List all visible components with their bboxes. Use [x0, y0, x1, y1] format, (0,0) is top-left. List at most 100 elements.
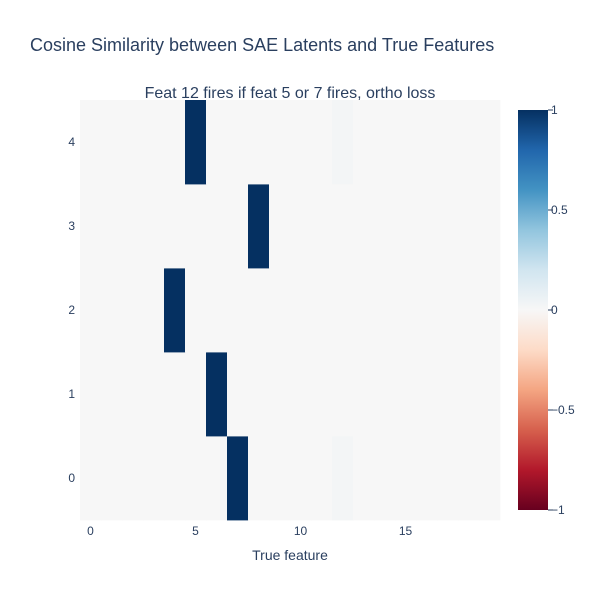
heatmap-cell: [248, 352, 270, 437]
heatmap-cell: [143, 436, 165, 521]
heatmap-cell: [164, 100, 186, 185]
heatmap-cell: [332, 436, 354, 521]
heatmap-cell: [80, 268, 102, 353]
heatmap-cell: [395, 100, 417, 185]
heatmap-cell: [164, 268, 186, 353]
x-axis-label: True feature: [252, 547, 328, 563]
heatmap-cell: [206, 436, 228, 521]
heatmap-cell: [101, 184, 123, 269]
y-axis-ticks: 0 1 2 3 4: [68, 135, 75, 485]
heatmap-cell: [395, 268, 417, 353]
heatmap-cell: [101, 268, 123, 353]
heatmap-cell: [185, 184, 207, 269]
heatmap-cell: [269, 268, 291, 353]
heatmap-cell: [332, 268, 354, 353]
heatmap-cell: [185, 100, 207, 185]
heatmap-cell: [374, 436, 396, 521]
heatmap-cell: [416, 436, 438, 521]
heatmap-cell: [164, 352, 186, 437]
heatmap-cell: [206, 268, 228, 353]
heatmap-cell: [416, 100, 438, 185]
heatmap-cell: [353, 436, 375, 521]
heatmap-cell: [248, 100, 270, 185]
heatmap-cell: [395, 436, 417, 521]
y-tick-label: 4: [68, 135, 75, 149]
heatmap-cell: [101, 100, 123, 185]
heatmap-cell: [437, 352, 459, 437]
chart-title: Cosine Similarity between SAE Latents an…: [30, 35, 494, 55]
heatmap-cell: [143, 184, 165, 269]
y-tick-label: 2: [68, 303, 75, 317]
heatmap-cell: [143, 352, 165, 437]
heatmap-cell: [80, 184, 102, 269]
heatmap-cell: [122, 268, 144, 353]
heatmap-cell: [80, 352, 102, 437]
heatmap-cell: [227, 352, 249, 437]
heatmap-cell: [437, 268, 459, 353]
heatmap-cell: [80, 100, 102, 185]
heatmap-cell: [353, 100, 375, 185]
colorbar-tick-label: −0.5: [551, 403, 575, 417]
colorbar-gradient: [518, 110, 548, 510]
x-tick-label: 0: [87, 524, 94, 538]
heatmap-cell: [290, 352, 312, 437]
heatmap-cell: [479, 100, 501, 185]
heatmap-cell: [479, 268, 501, 353]
heatmap-cell: [458, 100, 480, 185]
heatmap-cell: [227, 184, 249, 269]
heatmap-cell: [206, 100, 228, 185]
heatmap-cell: [164, 184, 186, 269]
heatmap-cell: [269, 436, 291, 521]
heatmap-cell: [143, 268, 165, 353]
heatmap-cell: [269, 352, 291, 437]
heatmap-cell: [122, 184, 144, 269]
heatmap-cell: [101, 352, 123, 437]
heatmap-cell: [416, 184, 438, 269]
heatmap-cell: [374, 100, 396, 185]
heatmap-cell: [248, 184, 270, 269]
y-tick-label: 3: [68, 219, 75, 233]
heatmap-cell: [206, 352, 228, 437]
heatmap-cell: [395, 352, 417, 437]
heatmap-cell: [101, 436, 123, 521]
heatmap-cell: [479, 184, 501, 269]
heatmap-cell: [353, 268, 375, 353]
heatmap-cell: [290, 436, 312, 521]
x-tick-label: 15: [399, 524, 413, 538]
heatmap-cell: [458, 352, 480, 437]
chart-subtitle: Feat 12 fires if feat 5 or 7 fires, orth…: [145, 85, 436, 102]
heatmap-cell: [185, 268, 207, 353]
x-tick-label: 10: [294, 524, 308, 538]
heatmap-cell: [311, 436, 333, 521]
heatmap-cell: [332, 184, 354, 269]
heatmap-cell: [311, 268, 333, 353]
heatmap-cell: [458, 268, 480, 353]
heatmap-cell: [206, 184, 228, 269]
heatmap-cell: [395, 184, 417, 269]
heatmap-cell: [437, 436, 459, 521]
heatmap-cell: [374, 184, 396, 269]
heatmap-cell: [164, 436, 186, 521]
heatmap-cell: [143, 100, 165, 185]
heatmap-cell: [248, 436, 270, 521]
heatmap-cell: [269, 100, 291, 185]
heatmap-cell: [290, 184, 312, 269]
heatmap-cell: [290, 268, 312, 353]
heatmap-cell: [458, 184, 480, 269]
plot-area: [80, 100, 501, 521]
heatmap-cell: [311, 352, 333, 437]
heatmap-cell: [479, 352, 501, 437]
heatmap-cell: [353, 184, 375, 269]
colorbar: 1 0.5 0 −0.5 −1: [518, 103, 575, 517]
heatmap-cell: [227, 268, 249, 353]
colorbar-tick-label: 0.5: [551, 203, 568, 217]
heatmap-cell: [185, 436, 207, 521]
heatmap-cell: [122, 352, 144, 437]
heatmap-cell: [458, 436, 480, 521]
heatmap-cell: [416, 352, 438, 437]
heatmap-cell: [80, 436, 102, 521]
heatmap-cell: [353, 352, 375, 437]
heatmap-cell: [416, 268, 438, 353]
